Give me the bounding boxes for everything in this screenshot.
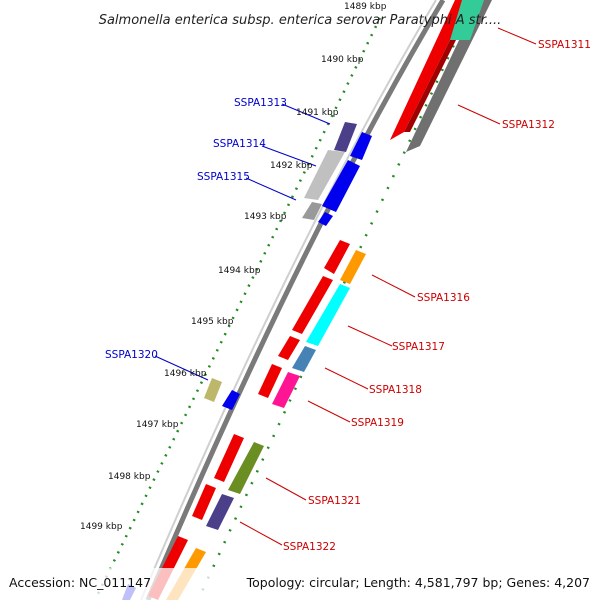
leader-lines [154,27,537,546]
kbp-label-1490: 1490 kbp [321,55,364,65]
gene-labels-left: SSPA1313 SSPA1314 SSPA1315 SSPA1320 [105,97,287,361]
left-dotted-rail [93,17,382,600]
genome-backbone [145,0,446,600]
gene-arrow-sspa1315[interactable] [318,212,333,226]
kbp-label-1491: 1491 kbp [296,108,339,118]
kbp-label-1492: 1492 kbp [270,161,313,171]
gene-block-green[interactable] [450,0,484,40]
gene-block-sspa1316[interactable] [340,250,366,284]
kbp-tick-labels: 1489 kbp 1490 kbp 1491 kbp 1492 kbp 1493… [80,2,387,532]
kbp-label-1497: 1497 kbp [136,420,179,430]
gene-arrow-sspa1313[interactable] [350,132,372,160]
leader-sspa1316 [371,274,416,298]
kbp-label-1496: 1496 kbp [164,369,207,379]
gene-block-sspa1317[interactable] [306,284,350,346]
gene-block-sspa1317-red[interactable] [292,276,333,334]
gene-block-sspa1319[interactable] [272,372,300,408]
genome-summary-text: Topology: circular; Length: 4,581,797 bp… [246,575,590,590]
gene-block-sspa1320[interactable] [204,378,222,402]
gene-label-sspa1313[interactable]: SSPA1313 [234,97,287,109]
gene-block-sspa1316-red[interactable] [324,240,350,274]
gene-block-sspa1321-red[interactable] [214,434,244,482]
leader-sspa1322 [239,521,283,546]
leader-sspa1318 [324,367,369,390]
leader-sspa1321 [265,477,307,501]
genome-backbone-highlight [140,0,437,600]
gene-label-sspa1316[interactable]: SSPA1316 [417,292,470,304]
gene-label-sspa1319[interactable]: SSPA1319 [351,417,404,429]
leader-sspa1312 [457,104,501,125]
gene-block-sspa1314[interactable] [304,150,345,200]
gene-label-sspa1314[interactable]: SSPA1314 [213,138,266,150]
leader-sspa1311 [497,27,537,45]
gene-block-sspa1318[interactable] [292,346,316,372]
gene-label-sspa1321[interactable]: SSPA1321 [308,495,361,507]
gene-block-sspa1311-red[interactable] [390,0,470,140]
gene-label-sspa1318[interactable]: SSPA1318 [369,384,422,396]
gene-block-sspa1322[interactable] [206,494,234,530]
gene-label-sspa1317[interactable]: SSPA1317 [392,341,445,353]
kbp-label-1493: 1493 kbp [244,212,287,222]
gene-label-sspa1311[interactable]: SSPA1311 [538,39,591,51]
kbp-label-1499: 1499 kbp [80,522,123,532]
leader-sspa1320 [154,355,209,381]
kbp-label-1489: 1489 kbp [344,2,387,12]
gene-block-sspa1319-red[interactable] [258,364,282,398]
leader-sspa1315 [245,177,297,201]
gene-label-sspa1320[interactable]: SSPA1320 [105,349,158,361]
gene-block-sspa1318-red[interactable] [278,336,300,360]
leader-sspa1314 [261,145,317,167]
kbp-label-1495: 1495 kbp [191,317,234,327]
accession-text: Accession: NC_011147 [9,575,151,590]
gene-block-sspa1313[interactable] [334,122,357,152]
gene-block-sspa1321[interactable] [228,442,264,494]
tick-dots [93,9,472,600]
leader-sspa1313 [281,103,331,125]
gene-labels-right: SSPA1311 SSPA1312 SSPA1316 SSPA1317 SSPA… [283,39,591,553]
gene-label-sspa1312[interactable]: SSPA1312 [502,119,555,131]
gene-label-sspa1322[interactable]: SSPA1322 [283,541,336,553]
footer-backdrop [0,568,600,600]
kbp-label-1494: 1494 kbp [218,266,261,276]
kbp-label-1498: 1498 kbp [108,472,151,482]
leader-sspa1317 [347,325,393,347]
gene-arrow-sspa1320[interactable] [222,390,240,410]
leader-sspa1319 [307,400,351,423]
gene-block-sspa1315[interactable] [302,202,322,220]
gene-block-sspa1322-red[interactable] [192,484,216,520]
genome-title: Salmonella enterica subsp. enterica sero… [99,13,502,28]
gene-label-sspa1315[interactable]: SSPA1315 [197,171,250,183]
gene-arrow-sspa1314[interactable] [322,160,360,212]
